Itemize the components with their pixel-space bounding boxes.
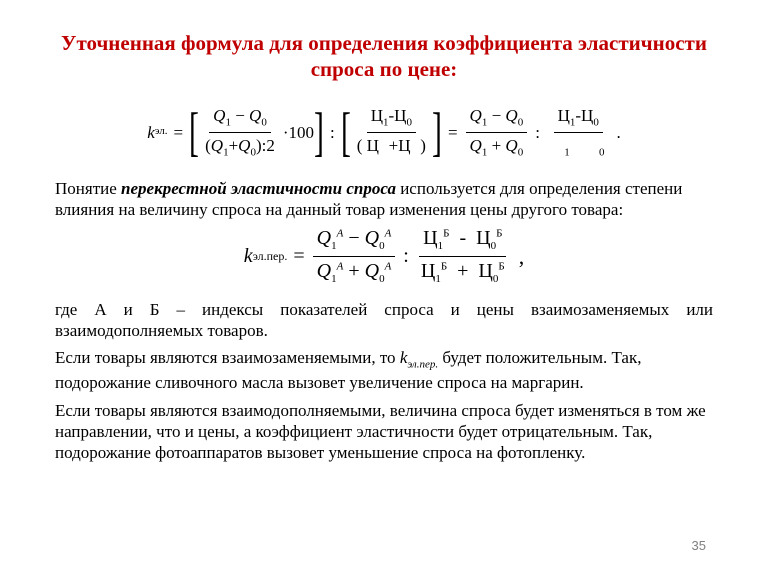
term-cross-elasticity: перекрестной эластичности спроса <box>121 179 396 198</box>
page-title: Уточненная формула для определения коэфф… <box>55 30 713 83</box>
paragraph-index-legend: где А и Б – индексы показателей спроса и… <box>55 299 713 342</box>
paragraph-substitutes: Если товары являются взаимозаменяемыми, … <box>55 347 713 393</box>
page-number: 35 <box>692 538 706 554</box>
paragraph-complements: Если товары являются взаимодополняемыми,… <box>55 400 713 464</box>
paragraph-cross-elasticity-intro: Понятие перекрестной эластичности спроса… <box>55 178 713 221</box>
formula-refined-elasticity: kэл. = [ Q1 − Q0 (Q1+Q0):2 ·100 ] : [ Ц1… <box>55 105 713 160</box>
formula-cross-elasticity: kэл.пер. = Q1А − Q0А Q1А + Q0А : Ц1Б - Ц… <box>55 226 713 287</box>
